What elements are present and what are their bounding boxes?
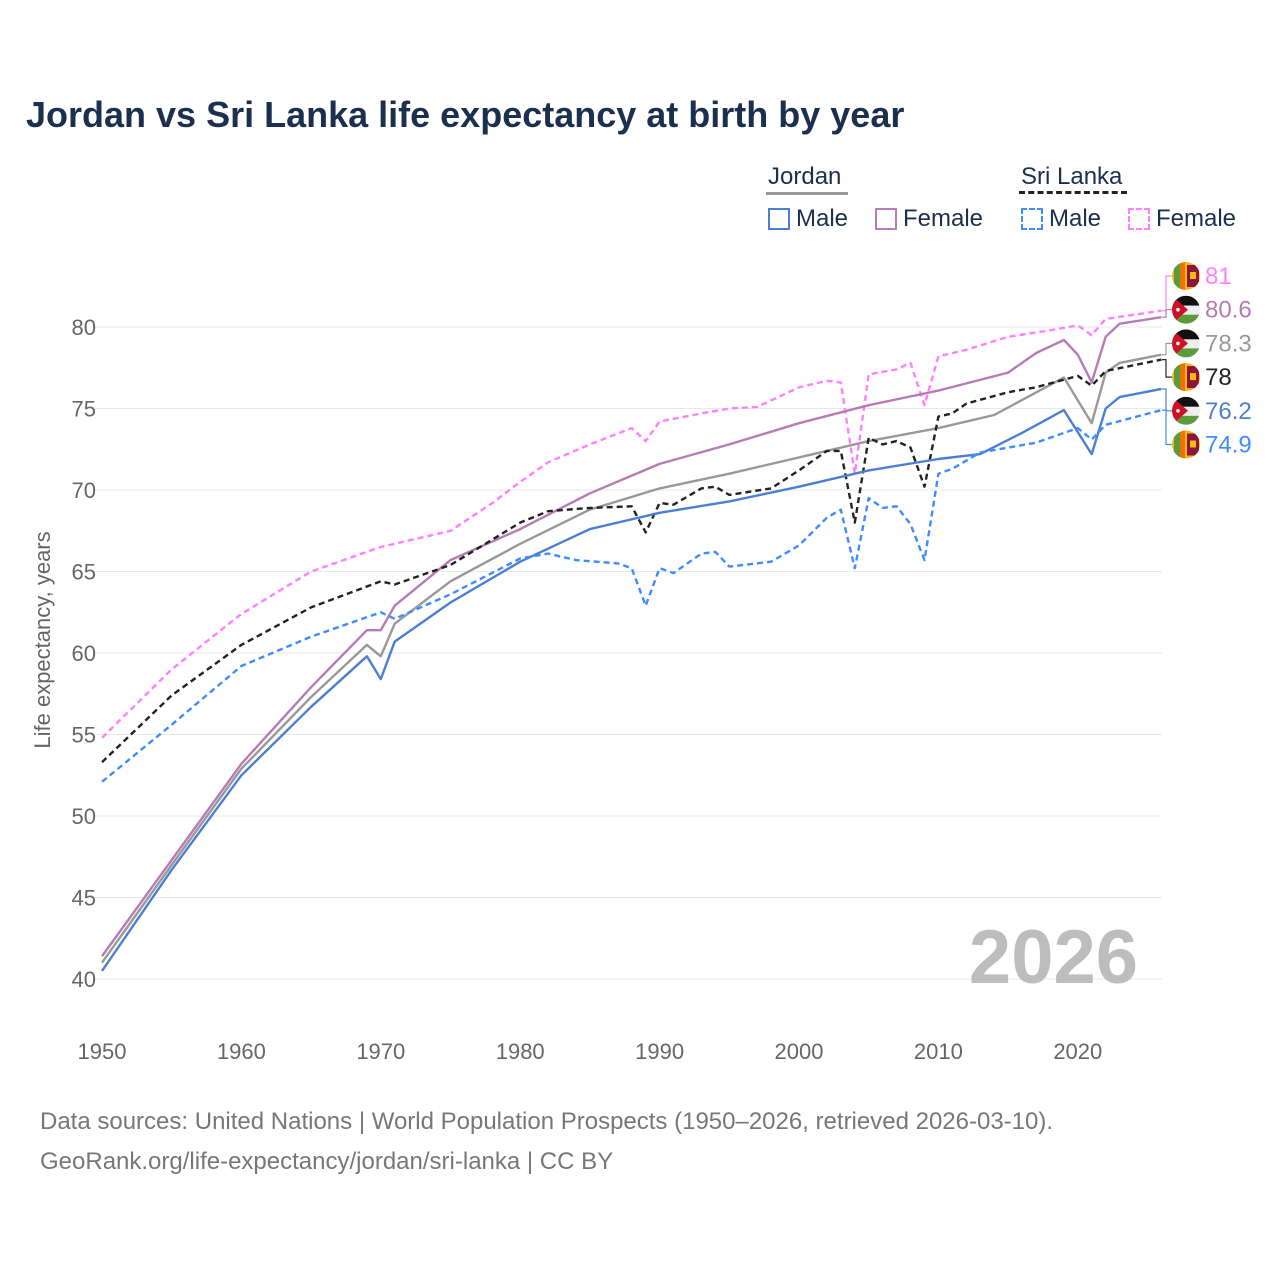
- flag-stripe: [1172, 295, 1200, 306]
- legend-sri-lanka-female[interactable]: Female: [1128, 205, 1236, 233]
- flag-stripe: [1180, 262, 1185, 290]
- flag-triangle: [1172, 329, 1188, 358]
- flag-stripe: [1174, 363, 1180, 392]
- sri-lanka-flag-icon: [1172, 262, 1200, 290]
- legend-sri-lanka-line: [1019, 191, 1127, 194]
- legend-group-jordan: Jordan: [768, 163, 842, 190]
- legend-jordan-male[interactable]: Male: [768, 205, 848, 233]
- y-tick-label: 55: [72, 723, 96, 748]
- flag-triangle: [1172, 295, 1188, 324]
- flag-body: [1172, 329, 1200, 358]
- x-tick-label: 1970: [356, 1039, 405, 1064]
- legend-label: Male: [1049, 205, 1102, 232]
- legend-swatch: [768, 208, 790, 230]
- flag-star: [1176, 409, 1180, 413]
- end-value-label: 78: [1205, 364, 1232, 391]
- legend-jordan-line: [766, 192, 848, 195]
- legend-swatch: [1021, 208, 1043, 230]
- legend-jordan-female[interactable]: Female: [875, 205, 983, 233]
- flag-lion: [1190, 440, 1196, 448]
- jordan-flag-icon: [1172, 329, 1200, 358]
- y-tick-label: 70: [72, 478, 96, 503]
- flag-body: [1172, 396, 1200, 425]
- series-line-jordan-male: [101, 387, 1162, 972]
- flag-body: [1172, 295, 1200, 324]
- x-tick-label: 1990: [635, 1039, 684, 1064]
- flag-body: [1172, 363, 1200, 392]
- y-tick-label: 60: [72, 641, 96, 666]
- y-tick-label: 80: [72, 315, 96, 340]
- label-connector: [1162, 359, 1172, 378]
- flag-stripe: [1172, 348, 1200, 358]
- legend-label: Female: [903, 205, 984, 232]
- chart-title: Jordan vs Sri Lanka life expectancy at b…: [26, 94, 905, 135]
- x-tick-label: 2000: [775, 1039, 824, 1064]
- series-line-jordan: [101, 353, 1162, 964]
- jordan-flag-icon: [1172, 295, 1200, 324]
- flag-lion: [1190, 272, 1196, 279]
- y-axis-label: Life expectancy, years: [30, 531, 55, 748]
- label-connector: [1162, 309, 1172, 318]
- flag-stripe: [1180, 363, 1185, 392]
- source-line-1: Data sources: United Nations | World Pop…: [40, 1108, 1054, 1135]
- flag-triangle: [1172, 396, 1188, 425]
- label-connector: [1162, 409, 1172, 446]
- legend-swatch: [875, 208, 897, 230]
- series-line-jordan-female: [101, 316, 1162, 957]
- x-tick-label: 2020: [1053, 1039, 1102, 1064]
- x-tick-label: 1960: [217, 1039, 266, 1064]
- flag-star: [1176, 341, 1180, 346]
- legend-group-sri-lanka: Sri Lanka: [1021, 163, 1123, 190]
- flag-lion: [1190, 373, 1196, 381]
- series-line-sri-lanka-female: [101, 309, 1162, 739]
- flag-stripe: [1172, 314, 1200, 324]
- flag-stripe: [1172, 415, 1200, 425]
- series-line-sri-lanka-male: [101, 408, 1162, 783]
- x-tick-label: 1950: [78, 1039, 127, 1064]
- end-value-label: 78.3: [1205, 330, 1252, 357]
- label-connector: [1162, 342, 1172, 356]
- flag-stripe: [1174, 430, 1180, 459]
- end-value-label: 76.2: [1205, 398, 1252, 425]
- legend-label: Male: [796, 205, 849, 232]
- legend-swatch: [1128, 208, 1150, 230]
- y-tick-label: 45: [72, 886, 96, 911]
- flag-stripe: [1172, 396, 1200, 407]
- x-tick-label: 1980: [496, 1039, 545, 1064]
- flag-body: [1172, 430, 1200, 459]
- source-line-2[interactable]: GeoRank.org/life-expectancy/jordan/sri-l…: [40, 1148, 614, 1175]
- end-value-label: 80.6: [1205, 297, 1252, 324]
- label-connector: [1162, 388, 1172, 412]
- y-tick-label: 40: [72, 967, 96, 992]
- series-line-sri-lanka: [101, 358, 1162, 764]
- legend-sri-lanka-male[interactable]: Male: [1021, 205, 1101, 233]
- end-value-label: 74.9: [1205, 432, 1252, 459]
- label-connector: [1162, 275, 1172, 312]
- flag-stripe: [1172, 329, 1200, 340]
- flag-stripe: [1174, 262, 1180, 290]
- jordan-flag-icon: [1172, 396, 1200, 425]
- sri-lanka-flag-icon: [1172, 363, 1200, 392]
- end-value-label: 81: [1205, 263, 1232, 290]
- flag-body: [1172, 262, 1200, 290]
- x-tick-label: 2010: [914, 1039, 963, 1064]
- flag-star: [1176, 307, 1180, 312]
- flag-stripe: [1180, 430, 1185, 459]
- sri-lanka-flag-icon: [1172, 430, 1200, 459]
- y-tick-label: 65: [72, 560, 96, 585]
- y-tick-label: 75: [72, 397, 96, 422]
- year-watermark: 2026: [969, 915, 1138, 1000]
- legend-label: Female: [1156, 205, 1237, 232]
- y-tick-label: 50: [72, 804, 96, 829]
